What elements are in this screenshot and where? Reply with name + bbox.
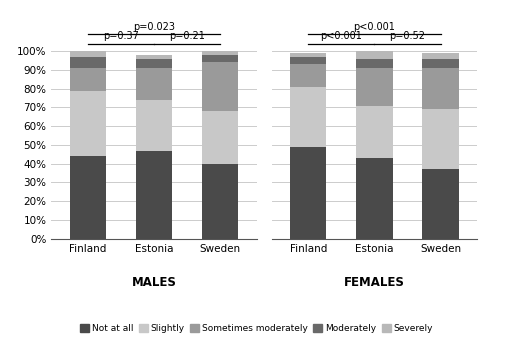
Bar: [202, 62, 239, 111]
Bar: [202, 164, 239, 239]
Bar: [69, 51, 106, 57]
Bar: [69, 90, 106, 156]
Bar: [357, 68, 392, 105]
Text: p<0.001: p<0.001: [321, 31, 362, 41]
Text: p<0.001: p<0.001: [353, 22, 396, 32]
Bar: [290, 87, 326, 147]
Bar: [202, 55, 239, 62]
Bar: [136, 59, 172, 68]
Text: MALES: MALES: [131, 276, 176, 289]
Text: p=0.21: p=0.21: [169, 31, 205, 41]
Bar: [69, 57, 106, 68]
Bar: [423, 169, 459, 239]
Bar: [423, 68, 459, 109]
Bar: [136, 55, 172, 59]
Bar: [290, 147, 326, 239]
Text: p=0.023: p=0.023: [133, 22, 175, 32]
Bar: [423, 59, 459, 68]
Bar: [357, 158, 392, 239]
Bar: [69, 156, 106, 239]
Text: FEMALES: FEMALES: [344, 276, 405, 289]
Text: p=0.37: p=0.37: [103, 31, 139, 41]
Bar: [136, 150, 172, 239]
Text: p=0.52: p=0.52: [389, 31, 426, 41]
Bar: [202, 51, 239, 55]
Bar: [357, 59, 392, 68]
Bar: [136, 100, 172, 150]
Legend: Not at all, Slightly, Sometimes moderately, Moderately, Severely: Not at all, Slightly, Sometimes moderate…: [76, 320, 437, 337]
Bar: [357, 51, 392, 59]
Bar: [290, 53, 326, 57]
Bar: [69, 68, 106, 91]
Bar: [136, 68, 172, 100]
Bar: [202, 111, 239, 164]
Bar: [357, 105, 392, 158]
Bar: [290, 57, 326, 64]
Bar: [423, 109, 459, 169]
Bar: [423, 53, 459, 59]
Bar: [290, 64, 326, 87]
